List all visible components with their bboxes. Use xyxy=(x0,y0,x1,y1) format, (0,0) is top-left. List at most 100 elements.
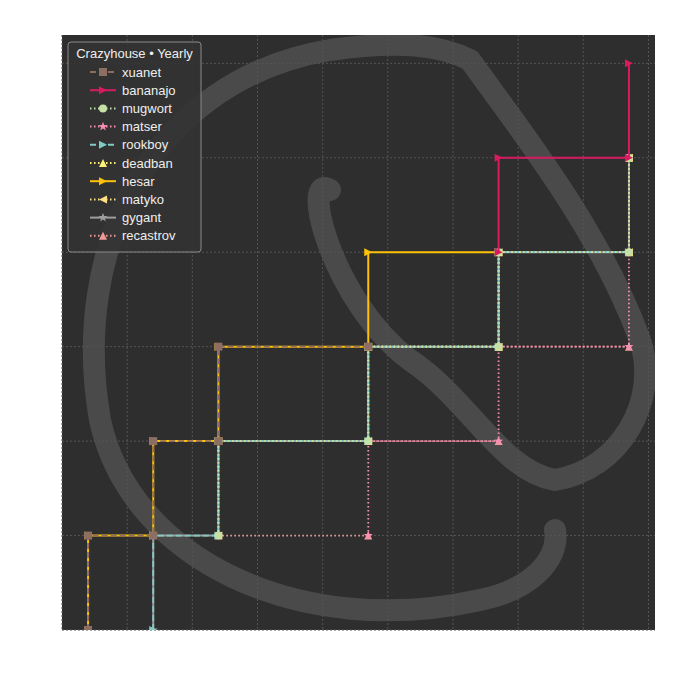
marker xyxy=(495,343,503,351)
marker xyxy=(214,437,222,445)
marker xyxy=(494,436,503,445)
grid-line-x xyxy=(583,35,584,630)
marker xyxy=(214,436,223,445)
marker xyxy=(214,532,222,540)
marker xyxy=(214,437,222,445)
series-group xyxy=(84,59,633,630)
legend-label: matser xyxy=(122,119,162,134)
marker xyxy=(364,343,372,351)
legend-marker xyxy=(99,232,107,240)
legend-title: Crazyhouse • Yearly xyxy=(76,46,193,61)
legend-label: matyko xyxy=(122,192,164,207)
legend: Crazyhouse • Yearlyxuanetbananajomugwort… xyxy=(68,42,201,252)
marker xyxy=(214,343,222,351)
marker xyxy=(149,532,157,540)
marker xyxy=(495,343,503,351)
legend-marker xyxy=(99,195,107,203)
legend-marker xyxy=(99,177,107,185)
marker xyxy=(84,532,92,540)
marker xyxy=(364,437,372,445)
legend-label: rookboy xyxy=(122,137,169,152)
legend-marker xyxy=(99,141,107,149)
marker xyxy=(149,531,158,540)
marker xyxy=(625,154,633,162)
marker xyxy=(214,532,222,540)
grid-line-x xyxy=(62,35,63,630)
marker xyxy=(625,59,633,67)
grid-line-x xyxy=(452,35,453,630)
legend-label: hesar xyxy=(122,174,155,189)
marker xyxy=(364,343,372,351)
legend-label: mugwort xyxy=(122,101,172,116)
marker xyxy=(364,343,372,351)
marker xyxy=(625,248,633,256)
marker xyxy=(364,248,372,256)
grid-line-x xyxy=(257,35,258,630)
marker xyxy=(364,532,372,540)
marker xyxy=(625,248,633,256)
marker xyxy=(149,532,157,540)
grid-line-x xyxy=(648,35,649,630)
marker xyxy=(624,247,633,256)
grid-line-x xyxy=(387,35,388,630)
marker xyxy=(495,343,503,351)
marker xyxy=(364,342,373,351)
chart: Crazyhouse • Yearlyxuanetbananajomugwort… xyxy=(0,0,700,700)
marker xyxy=(625,248,633,256)
grid-line-x xyxy=(322,35,323,630)
marker xyxy=(214,343,222,351)
marker xyxy=(495,248,503,256)
marker xyxy=(495,437,503,445)
background xyxy=(0,0,700,700)
legend-marker xyxy=(98,122,107,131)
plot-area xyxy=(62,35,655,630)
legend-marker xyxy=(99,159,107,167)
series-xuanet xyxy=(84,343,372,630)
series-rookboy xyxy=(149,248,633,630)
marker xyxy=(364,437,372,445)
marker xyxy=(364,437,372,445)
series-hesar xyxy=(84,248,503,630)
legend-label: gygant xyxy=(122,210,161,225)
legend-box xyxy=(68,42,201,252)
marker xyxy=(364,343,372,351)
marker xyxy=(624,342,633,351)
legend-marker xyxy=(99,104,107,112)
marker xyxy=(214,437,222,445)
marker xyxy=(149,626,157,630)
marker xyxy=(364,436,373,445)
marker xyxy=(149,437,157,445)
marker xyxy=(84,626,92,630)
marker xyxy=(149,437,157,445)
legend-marker xyxy=(98,213,107,222)
marker xyxy=(214,532,222,540)
marker xyxy=(214,437,222,445)
marker xyxy=(149,532,157,540)
marker xyxy=(364,343,372,351)
legend-label: recastrov xyxy=(122,228,176,243)
marker xyxy=(495,343,503,351)
marker xyxy=(625,248,633,256)
marker xyxy=(214,531,223,540)
marker xyxy=(84,626,92,630)
legend-label: xuanet xyxy=(122,65,161,80)
marker xyxy=(364,436,373,445)
marker xyxy=(494,342,503,351)
series-gygant xyxy=(149,153,634,630)
marker xyxy=(625,343,633,351)
marker xyxy=(364,531,373,540)
marker xyxy=(84,532,92,540)
legend-label: deadban xyxy=(122,156,173,171)
marker xyxy=(624,247,633,256)
marker xyxy=(364,343,372,351)
marker xyxy=(214,437,222,445)
marker xyxy=(495,154,503,162)
marker xyxy=(494,342,503,351)
series-bananajo xyxy=(495,59,633,256)
marker xyxy=(214,532,222,540)
line xyxy=(88,347,368,630)
line xyxy=(218,158,629,536)
grid-line-x xyxy=(518,35,519,630)
marker xyxy=(364,437,372,445)
line xyxy=(499,63,629,252)
